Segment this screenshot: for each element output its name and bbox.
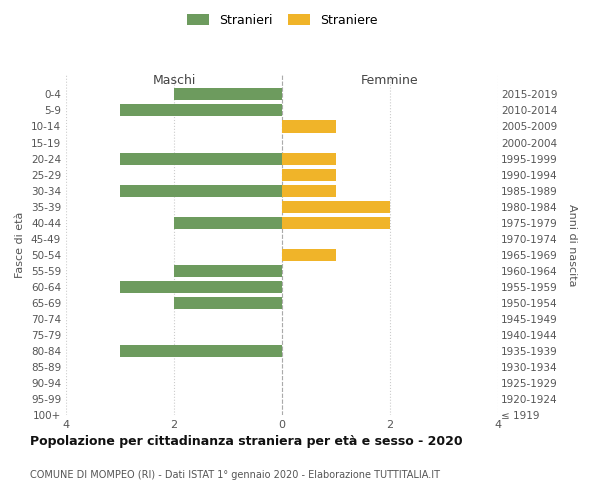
Bar bbox=[282, 200, 390, 212]
Bar bbox=[282, 184, 336, 196]
Bar bbox=[120, 345, 282, 357]
Bar bbox=[282, 120, 336, 132]
Bar bbox=[282, 168, 336, 180]
Bar bbox=[282, 248, 336, 260]
Text: Maschi: Maschi bbox=[152, 74, 196, 86]
Bar bbox=[174, 264, 282, 277]
Bar bbox=[120, 152, 282, 164]
Bar bbox=[120, 104, 282, 117]
Bar bbox=[174, 216, 282, 228]
Bar bbox=[282, 216, 390, 228]
Text: Femmine: Femmine bbox=[361, 74, 419, 86]
Text: COMUNE DI MOMPEO (RI) - Dati ISTAT 1° gennaio 2020 - Elaborazione TUTTITALIA.IT: COMUNE DI MOMPEO (RI) - Dati ISTAT 1° ge… bbox=[30, 470, 440, 480]
Y-axis label: Anni di nascita: Anni di nascita bbox=[567, 204, 577, 286]
Legend: Stranieri, Straniere: Stranieri, Straniere bbox=[184, 11, 380, 29]
Bar bbox=[174, 88, 282, 101]
Text: Popolazione per cittadinanza straniera per età e sesso - 2020: Popolazione per cittadinanza straniera p… bbox=[30, 435, 463, 448]
Bar bbox=[282, 152, 336, 164]
Y-axis label: Fasce di età: Fasce di età bbox=[16, 212, 25, 278]
Bar bbox=[120, 281, 282, 293]
Bar bbox=[174, 297, 282, 309]
Bar bbox=[120, 184, 282, 196]
